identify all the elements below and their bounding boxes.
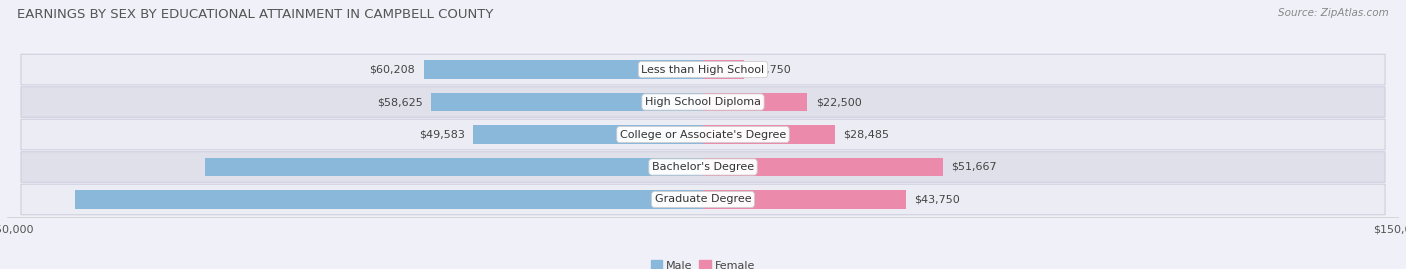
Text: $58,625: $58,625 (377, 97, 423, 107)
Bar (703, 125, 835, 144)
Bar (423, 60, 703, 79)
Bar (703, 190, 905, 209)
Bar (703, 60, 744, 79)
Text: $43,750: $43,750 (914, 194, 960, 204)
Text: Bachelor's Degree: Bachelor's Degree (652, 162, 754, 172)
Text: $49,583: $49,583 (419, 129, 464, 140)
Bar (205, 158, 703, 176)
FancyBboxPatch shape (21, 184, 1385, 215)
Text: $8,750: $8,750 (752, 65, 790, 75)
FancyBboxPatch shape (21, 87, 1385, 117)
Text: Source: ZipAtlas.com: Source: ZipAtlas.com (1278, 8, 1389, 18)
Legend: Male, Female: Male, Female (647, 256, 759, 269)
Text: $107,250: $107,250 (683, 162, 741, 172)
Bar (703, 93, 807, 111)
Text: Graduate Degree: Graduate Degree (655, 194, 751, 204)
Text: Less than High School: Less than High School (641, 65, 765, 75)
Text: $28,485: $28,485 (844, 129, 890, 140)
Text: $60,208: $60,208 (370, 65, 415, 75)
Text: $22,500: $22,500 (815, 97, 862, 107)
Text: $51,667: $51,667 (950, 162, 997, 172)
Bar (703, 158, 943, 176)
FancyBboxPatch shape (21, 119, 1385, 150)
FancyBboxPatch shape (21, 54, 1385, 85)
Bar (75, 190, 703, 209)
Text: High School Diploma: High School Diploma (645, 97, 761, 107)
Bar (472, 125, 703, 144)
FancyBboxPatch shape (21, 152, 1385, 182)
Text: EARNINGS BY SEX BY EDUCATIONAL ATTAINMENT IN CAMPBELL COUNTY: EARNINGS BY SEX BY EDUCATIONAL ATTAINMEN… (17, 8, 494, 21)
Bar (432, 93, 703, 111)
Text: College or Associate's Degree: College or Associate's Degree (620, 129, 786, 140)
Text: $135,417: $135,417 (678, 194, 737, 204)
